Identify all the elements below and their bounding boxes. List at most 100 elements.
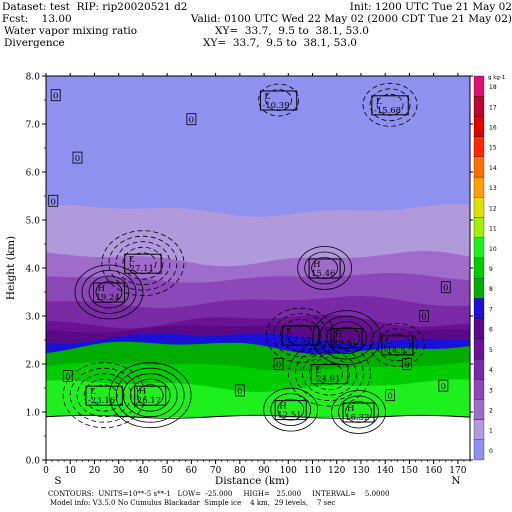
extremum-type: L — [376, 97, 382, 107]
y-tick-label: 3.0 — [26, 313, 41, 323]
x-tick-label: 80 — [234, 466, 246, 476]
x-tick-label: 60 — [186, 466, 198, 476]
extremum-label-9: L-23.16 — [85, 385, 123, 406]
x-tick-label: 150 — [401, 466, 418, 476]
axes: 0 10 20 30 40 50 60 70 80 90 100 110 120 130 140 150 160… — [26, 73, 473, 476]
field1-label: Water vapor mixing ratio — [4, 25, 138, 37]
y-tick-label: 8.0 — [26, 73, 41, 83]
x-tick-label: 110 — [304, 466, 321, 476]
extremum-type: L — [315, 366, 321, 376]
valid-time-label: Valid: 0100 UTC Wed 22 May 02 (2000 CDT … — [190, 13, 512, 25]
contour-line — [369, 88, 411, 122]
colorbar-swatch-11 — [473, 217, 485, 238]
colorbar-label: 8 — [489, 286, 493, 293]
colorbar-swatch-13 — [473, 176, 485, 198]
x-axis-title: Distance (km) — [215, 475, 289, 487]
svg-text:0: 0 — [276, 361, 281, 371]
contour-line — [258, 83, 299, 117]
colorbar-swatch-15 — [473, 136, 485, 157]
contour-line — [74, 264, 144, 320]
extremum-value: -10.39 — [262, 101, 289, 111]
x-left-end-label: S — [54, 475, 61, 487]
contour-line — [288, 340, 371, 407]
zero-contour-label: 0 — [440, 281, 451, 294]
colorbar-swatch-6 — [473, 318, 485, 339]
extremum-value: -17.57 — [284, 336, 311, 346]
x-tick-label: 0 — [43, 466, 49, 476]
colorbar-swatch-10 — [473, 237, 485, 259]
forecast-hour-label: Fcst: 13.00 — [2, 13, 72, 25]
svg-text:0: 0 — [189, 116, 194, 126]
contour-line — [279, 318, 321, 352]
colorbar-swatch-17 — [473, 96, 485, 117]
x-tick-label: 30 — [113, 466, 125, 476]
zero-contour-label: 0 — [234, 384, 245, 397]
extremum-label-8: L-24.91 — [310, 364, 349, 385]
colorbar-swatch-7 — [473, 298, 485, 319]
contour-line — [362, 82, 418, 127]
extremum-type: H — [97, 284, 104, 294]
colorbar-swatch-12 — [473, 197, 485, 218]
y-tick-label: 6.0 — [26, 169, 41, 179]
colorbar-label: 6 — [489, 327, 493, 334]
colorbar-label: 9 — [489, 266, 493, 273]
zero-contour-label: 0 — [402, 358, 412, 371]
colorbar-label: 7 — [489, 306, 493, 313]
colorbar-label: 17 — [489, 104, 497, 111]
zero-contour-label: 0 — [273, 358, 284, 371]
colorbar-label: 4 — [489, 367, 493, 374]
zero-contour-label: 0 — [72, 151, 83, 164]
dataset-label: Dataset: test RIP: rip20020521 d2 — [2, 1, 188, 13]
extremum-label-7: L-14.5 — [381, 335, 414, 356]
extremum-type: H — [347, 404, 354, 414]
contour-line — [369, 322, 425, 367]
extremum-value: 19.24 — [95, 293, 119, 303]
colorbar-label: 14 — [489, 165, 497, 172]
contour-line — [270, 393, 312, 427]
contour-line — [297, 246, 353, 290]
x-tick-label: 100 — [280, 466, 297, 476]
x-tick-label: 130 — [352, 466, 369, 476]
x-tick-label: 140 — [377, 466, 394, 476]
terrain-outline — [46, 414, 470, 419]
contour-line — [108, 362, 192, 429]
svg-text:0: 0 — [443, 284, 448, 294]
colorbar-label: 0 — [489, 448, 493, 455]
colorbar-swatch-8 — [473, 277, 485, 299]
extremum-label-11: H12.51 — [274, 400, 307, 421]
extremum-value: -27.11 — [127, 264, 154, 274]
zero-contour-label: 0 — [186, 113, 197, 126]
contour-line — [69, 367, 139, 423]
contour-line — [122, 373, 178, 418]
contour-line — [338, 395, 379, 429]
contour-line — [376, 328, 418, 362]
extremum-label-5: L-17.57 — [281, 325, 320, 346]
colorbar-label: 10 — [489, 246, 497, 253]
zero-contour-label: 0 — [62, 370, 73, 383]
contour-line — [81, 270, 137, 314]
colorbar-label: 16 — [489, 125, 497, 132]
x-tick-label: 90 — [258, 466, 270, 476]
svg-text:0: 0 — [65, 373, 70, 383]
y-tick-label: 4.0 — [26, 265, 41, 275]
extremum-value: -24.91 — [313, 375, 340, 385]
svg-text:0: 0 — [237, 387, 242, 397]
moisture-layer-10 — [46, 379, 470, 417]
extremum-value: -14.5 — [384, 346, 406, 356]
colorbar-label: 12 — [489, 205, 497, 212]
x-tick-label: 20 — [89, 466, 101, 476]
contour-line — [62, 362, 146, 429]
y-tick-label: 5.0 — [26, 217, 41, 227]
x-tick-label: 70 — [210, 466, 222, 476]
extremum-type: L — [129, 255, 135, 265]
colorbar-label: 18 — [489, 84, 497, 91]
terrain — [46, 415, 470, 460]
zero-contour-label: 0 — [48, 194, 59, 207]
colorbar-label: 3 — [489, 387, 493, 394]
colorbar-swatch-2 — [473, 399, 485, 420]
colorbar-label: 2 — [489, 407, 493, 414]
svg-text:0: 0 — [387, 392, 392, 402]
colorbar-label: 15 — [489, 145, 497, 152]
contour-line — [304, 251, 346, 285]
